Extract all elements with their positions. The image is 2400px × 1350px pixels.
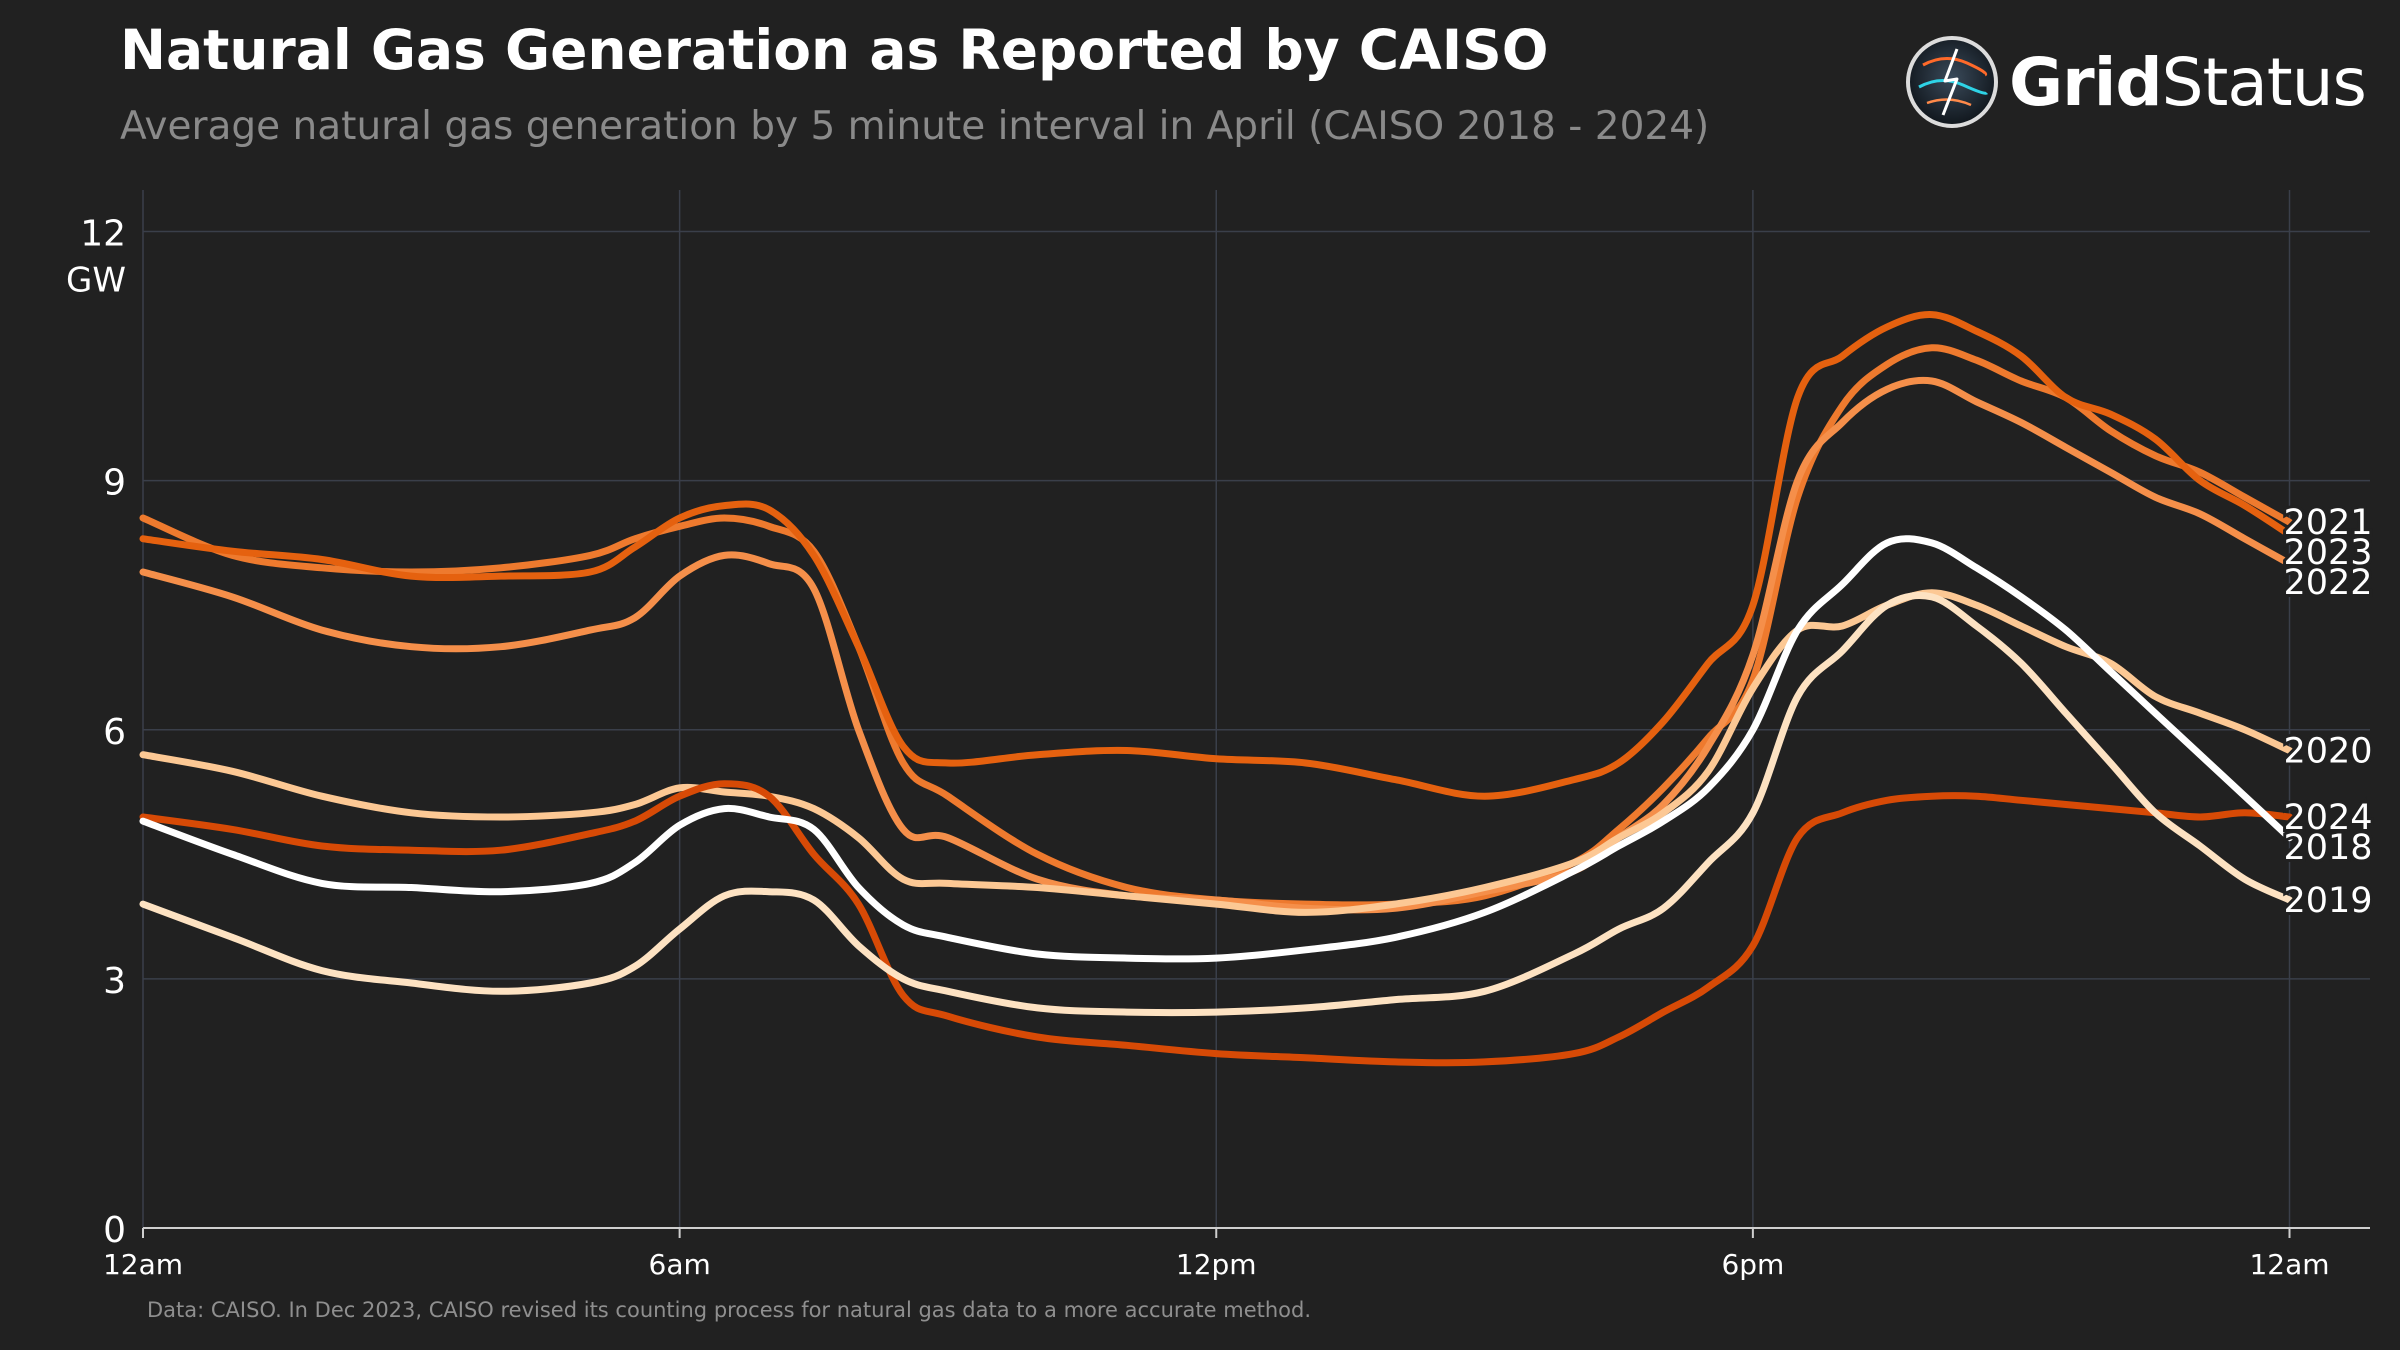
y-tick-label: 3	[103, 961, 126, 1002]
series-end-label-2021: 2021	[2284, 503, 2373, 543]
series-end-label-2022: 2022	[2284, 563, 2373, 603]
series-end-label-2018: 2018	[2284, 828, 2373, 868]
x-tick-label: 6pm	[1721, 1248, 1784, 1281]
y-tick-label: 12	[80, 214, 126, 255]
series-end-label-2024: 2024	[2284, 798, 2373, 838]
x-tick-label: 12am	[2249, 1248, 2329, 1281]
series-line-2019	[139, 591, 2293, 1017]
data-source-footnote: Data: CAISO. In Dec 2023, CAISO revised …	[147, 1298, 1312, 1322]
series-end-label-2019: 2019	[2284, 881, 2373, 921]
axes: 0 3 6 9 12 GW 12am 6am 12pm 6pm 12am	[66, 214, 2370, 1281]
logo-text-light: Status	[2161, 43, 2367, 121]
series-line-2021	[139, 344, 2293, 909]
y-tick-label: 6	[103, 712, 126, 753]
series-end-label-2023: 2023	[2284, 533, 2373, 573]
series-line-2023	[139, 311, 2293, 800]
y-tick-label: 0	[103, 1210, 126, 1251]
x-tick-label: 12am	[103, 1248, 183, 1281]
chart-subtitle: Average natural gas generation by 5 minu…	[120, 104, 1710, 149]
series-lines	[139, 311, 2293, 1067]
y-tick-label: 9	[103, 463, 126, 504]
logo-wordmark: GridStatus	[2009, 43, 2367, 121]
x-tick-label: 12pm	[1176, 1248, 1257, 1281]
y-axis-unit-label: GW	[66, 261, 126, 301]
chart-title: Natural Gas Generation as Reported by CA…	[120, 18, 1549, 82]
gridstatus-logo: GridStatus	[1905, 32, 2367, 132]
logo-text-strong: Grid	[2009, 43, 2163, 121]
x-tick-label: 6am	[649, 1248, 711, 1281]
series-end-label-2020: 2020	[2284, 732, 2373, 772]
gridlines	[142, 190, 2370, 1228]
series-line-2020	[139, 589, 2293, 916]
series-line-2024	[139, 780, 2293, 1067]
series-line-2018	[139, 535, 2293, 963]
lightning-globe-icon	[1906, 36, 1998, 128]
